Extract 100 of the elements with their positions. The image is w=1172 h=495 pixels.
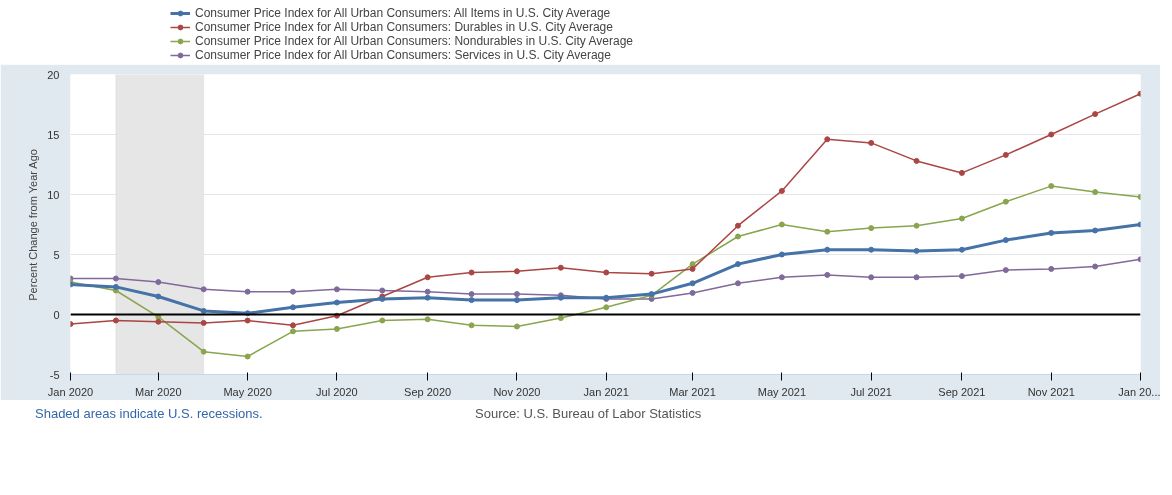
point bbox=[1002, 198, 1009, 205]
point bbox=[913, 274, 920, 281]
point bbox=[824, 246, 831, 253]
point bbox=[1002, 237, 1009, 244]
point bbox=[112, 275, 119, 282]
point bbox=[868, 139, 875, 146]
text: Shaded areas indicate U.S. recessions. bbox=[35, 405, 263, 423]
point bbox=[734, 233, 741, 240]
point bbox=[557, 264, 564, 271]
point bbox=[734, 222, 741, 229]
point bbox=[513, 297, 520, 304]
point bbox=[200, 319, 207, 326]
point bbox=[1048, 229, 1055, 236]
point bbox=[1002, 267, 1009, 274]
x-tick-label: Sep 2020 bbox=[404, 385, 452, 398]
point bbox=[112, 317, 119, 324]
legend-label: Consumer Price Index for All Urban Consumers: Services in U.S. City Average bbox=[195, 48, 611, 62]
point bbox=[958, 169, 965, 176]
x-tick-label: Jul 2021 bbox=[850, 385, 892, 398]
y-tick-label: 0 bbox=[53, 308, 60, 321]
point bbox=[424, 294, 431, 301]
point bbox=[1092, 263, 1099, 270]
point bbox=[468, 297, 475, 304]
point bbox=[958, 246, 965, 253]
point bbox=[333, 325, 340, 332]
point bbox=[200, 307, 207, 314]
point bbox=[689, 289, 696, 296]
x-tick-label: Jul 2020 bbox=[316, 385, 358, 398]
point bbox=[424, 274, 431, 281]
point bbox=[689, 261, 696, 268]
point bbox=[603, 269, 610, 276]
point bbox=[734, 261, 741, 268]
point bbox=[824, 136, 831, 143]
point bbox=[424, 288, 431, 295]
x-tick-label: Jan 20... bbox=[1118, 385, 1161, 398]
y-tick-label: 15 bbox=[47, 128, 60, 141]
point bbox=[244, 353, 251, 360]
x-tick-label: Sep 2021 bbox=[938, 385, 986, 398]
point bbox=[289, 288, 296, 295]
point bbox=[1092, 189, 1099, 196]
point bbox=[379, 317, 386, 324]
point bbox=[112, 283, 119, 290]
point bbox=[289, 304, 296, 311]
point bbox=[868, 274, 875, 281]
point bbox=[289, 322, 296, 329]
x-tick-label: Jan 2021 bbox=[583, 385, 629, 398]
point bbox=[689, 280, 696, 287]
point bbox=[424, 316, 431, 323]
point bbox=[648, 270, 655, 277]
point bbox=[868, 225, 875, 232]
point bbox=[513, 323, 520, 330]
point bbox=[958, 273, 965, 280]
point bbox=[1048, 265, 1055, 272]
x-tick-label: Jan 2020 bbox=[47, 385, 94, 398]
point bbox=[778, 251, 785, 258]
y-axis-title: Percent Change from Year Ago bbox=[27, 149, 40, 301]
point bbox=[244, 288, 251, 295]
point bbox=[379, 287, 386, 294]
point bbox=[244, 317, 251, 324]
point bbox=[913, 222, 920, 229]
y-tick-label: -5 bbox=[49, 368, 60, 381]
point bbox=[734, 280, 741, 287]
point bbox=[958, 215, 965, 222]
point bbox=[778, 187, 785, 194]
x-tick-label: Nov 2020 bbox=[493, 385, 541, 398]
point bbox=[913, 157, 920, 164]
point bbox=[913, 247, 920, 254]
point bbox=[778, 221, 785, 228]
point bbox=[1048, 183, 1055, 190]
point bbox=[603, 304, 610, 311]
source-note: Source: U.S. Bureau of Labor Statistics bbox=[475, 405, 702, 423]
point bbox=[200, 286, 207, 293]
point bbox=[1002, 151, 1009, 158]
point bbox=[689, 265, 696, 272]
point bbox=[557, 315, 564, 322]
point bbox=[155, 293, 162, 300]
y-tick-label: 20 bbox=[47, 68, 60, 81]
point bbox=[289, 328, 296, 335]
point bbox=[155, 318, 162, 325]
point bbox=[333, 299, 340, 306]
x-tick-label: Mar 2020 bbox=[135, 385, 182, 398]
point bbox=[868, 246, 875, 253]
x-tick-label: May 2021 bbox=[757, 385, 807, 398]
point bbox=[513, 291, 520, 298]
y-tick-label: 10 bbox=[47, 188, 60, 201]
point bbox=[778, 274, 785, 281]
legend-label: Consumer Price Index for All Urban Consumers: Nondurables in U.S. City Average bbox=[195, 34, 633, 48]
point bbox=[824, 271, 831, 278]
x-tick-label: Mar 2021 bbox=[669, 385, 716, 398]
point bbox=[468, 269, 475, 276]
point bbox=[1092, 111, 1099, 118]
legend-label: Consumer Price Index for All Urban Consumers: All Items in U.S. City Average bbox=[195, 6, 611, 20]
x-tick-label: May 2020 bbox=[223, 385, 272, 398]
point bbox=[155, 279, 162, 286]
point bbox=[1048, 131, 1055, 138]
x-tick-label: Nov 2021 bbox=[1027, 385, 1075, 398]
point bbox=[468, 322, 475, 329]
legend-label: Consumer Price Index for All Urban Consumers: Durables in U.S. City Average bbox=[195, 20, 613, 34]
point bbox=[824, 228, 831, 235]
point bbox=[513, 268, 520, 275]
